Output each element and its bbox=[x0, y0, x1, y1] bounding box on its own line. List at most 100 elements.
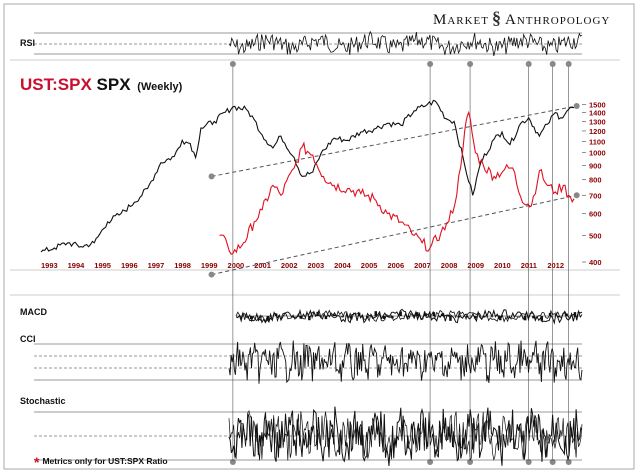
series-line-ust-spx bbox=[219, 110, 575, 255]
trend-line-0 bbox=[211, 105, 577, 177]
x-tick-label-1997: 1997 bbox=[148, 261, 165, 270]
x-tick-label-2002: 2002 bbox=[281, 261, 298, 270]
macd-hist-bar bbox=[341, 316, 344, 318]
outer-frame bbox=[3, 3, 635, 470]
x-tick-label-2003: 2003 bbox=[308, 261, 325, 270]
marker-dot-bottom-1 bbox=[427, 459, 434, 465]
macd-hist-bar bbox=[407, 316, 411, 318]
y-tick-label-1400: 1400 bbox=[589, 109, 606, 118]
macd-hist-bar bbox=[557, 316, 560, 318]
x-tick-label-2007: 2007 bbox=[414, 261, 431, 270]
title-frequency: (Weekly) bbox=[137, 81, 183, 93]
panel-label-cci: CCI bbox=[20, 334, 36, 344]
marker-dot-top-3 bbox=[525, 61, 532, 67]
x-tick-label-2006: 2006 bbox=[387, 261, 404, 270]
cci-line bbox=[228, 340, 583, 384]
trend-endpoint-1-b bbox=[573, 192, 580, 199]
trend-line-1 bbox=[211, 194, 577, 276]
y-tick-label-500: 500 bbox=[589, 231, 602, 240]
macd-hist-bar bbox=[357, 312, 361, 316]
marker-dot-bottom-4 bbox=[549, 459, 556, 465]
helix-icon: § bbox=[492, 8, 503, 28]
macd-hist-bar bbox=[416, 312, 419, 316]
marker-dot-bottom-2 bbox=[467, 459, 474, 465]
macd-hist-bar bbox=[499, 316, 502, 321]
macd-hist-bar bbox=[349, 316, 353, 319]
trend-endpoint-0-a bbox=[208, 173, 215, 180]
macd-hist-bar bbox=[540, 316, 543, 321]
macd-hist-bar bbox=[449, 316, 452, 321]
title-ratio: UST:SPX bbox=[20, 75, 92, 94]
macd-hist-bar bbox=[366, 316, 369, 319]
macd-hist-bar bbox=[274, 313, 278, 316]
marker-dot-top-4 bbox=[549, 61, 556, 67]
x-tick-label-2001: 2001 bbox=[254, 261, 271, 270]
marker-dot-top-1 bbox=[427, 61, 434, 67]
macd-hist-bar bbox=[316, 311, 319, 316]
footnote-star-icon: * bbox=[34, 454, 40, 470]
x-tick-label-2004: 2004 bbox=[334, 261, 352, 270]
brand-left: Market bbox=[433, 12, 490, 28]
macd-hist-bar bbox=[532, 316, 535, 319]
chart-title: UST:SPX SPX (Weekly) bbox=[20, 75, 182, 95]
x-tick-label-1995: 1995 bbox=[94, 261, 111, 270]
stoch-k-line bbox=[228, 406, 583, 466]
y-tick-label-700: 700 bbox=[589, 191, 602, 200]
macd-hist-bar bbox=[324, 316, 328, 320]
series-line-spx bbox=[40, 99, 574, 253]
x-tick-label-1994: 1994 bbox=[68, 261, 86, 270]
title-index: SPX bbox=[96, 75, 131, 94]
panel-label-macd: MACD bbox=[20, 307, 47, 317]
trend-endpoint-1-a bbox=[208, 271, 215, 278]
y-tick-label-1100: 1100 bbox=[589, 137, 605, 146]
panel-label-stochastic: Stochastic bbox=[20, 396, 66, 406]
macd-hist-bar bbox=[333, 314, 336, 316]
footnote-text: Metrics only for UST:SPX Ratio bbox=[42, 456, 168, 466]
macd-hist-bar bbox=[490, 316, 494, 317]
footnote: * Metrics only for UST:SPX Ratio bbox=[34, 454, 168, 470]
marker-dot-top-5 bbox=[565, 61, 572, 67]
macd-hist-bar bbox=[308, 316, 311, 321]
y-tick-label-1500: 1500 bbox=[589, 100, 606, 109]
x-tick-label-2012: 2012 bbox=[547, 261, 564, 270]
marker-dot-bottom-5 bbox=[565, 459, 572, 465]
x-tick-label-1999: 1999 bbox=[201, 261, 218, 270]
x-tick-label-1993: 1993 bbox=[41, 261, 58, 270]
marker-dot-bottom-3 bbox=[525, 459, 532, 465]
macd-hist-bar bbox=[391, 316, 394, 319]
macd-hist-bar bbox=[573, 312, 577, 316]
x-tick-label-2000: 2000 bbox=[228, 261, 245, 270]
macd-hist-bar bbox=[291, 316, 294, 318]
y-tick-label-600: 600 bbox=[589, 210, 602, 219]
macd-hist-bar bbox=[457, 316, 460, 318]
rsi-line bbox=[228, 30, 583, 57]
macd-hist-bar bbox=[465, 316, 469, 318]
macd-hist-bar bbox=[432, 312, 436, 316]
macd-hist-bar bbox=[382, 316, 386, 319]
x-tick-label-2010: 2010 bbox=[494, 261, 511, 270]
macd-hist-bar bbox=[523, 316, 527, 321]
brand-logo: Market § Anthropology bbox=[433, 8, 633, 30]
brand-right: Anthropology bbox=[505, 12, 611, 28]
marker-dot-bottom-0 bbox=[229, 459, 236, 465]
y-tick-label-1000: 1000 bbox=[589, 149, 606, 158]
panel-label-rsi: RSI bbox=[20, 38, 36, 48]
macd-hist-bar bbox=[474, 316, 477, 319]
macd-hist-bar bbox=[299, 316, 303, 319]
macd-hist-bar bbox=[374, 311, 377, 316]
y-tick-label-800: 800 bbox=[589, 175, 602, 184]
macd-hist-bar bbox=[515, 316, 519, 317]
marker-dot-top-0 bbox=[229, 61, 236, 67]
x-tick-label-1996: 1996 bbox=[121, 261, 138, 270]
macd-hist-bar bbox=[548, 312, 552, 316]
y-tick-label-400: 400 bbox=[589, 258, 602, 267]
macd-hist-bar bbox=[250, 316, 253, 319]
y-tick-label-1200: 1200 bbox=[589, 127, 606, 136]
y-tick-label-900: 900 bbox=[589, 161, 602, 170]
x-tick-label-1998: 1998 bbox=[174, 261, 191, 270]
macd-hist-bar bbox=[440, 313, 444, 316]
y-tick-label-1300: 1300 bbox=[589, 117, 606, 126]
x-tick-label-2009: 2009 bbox=[467, 261, 484, 270]
